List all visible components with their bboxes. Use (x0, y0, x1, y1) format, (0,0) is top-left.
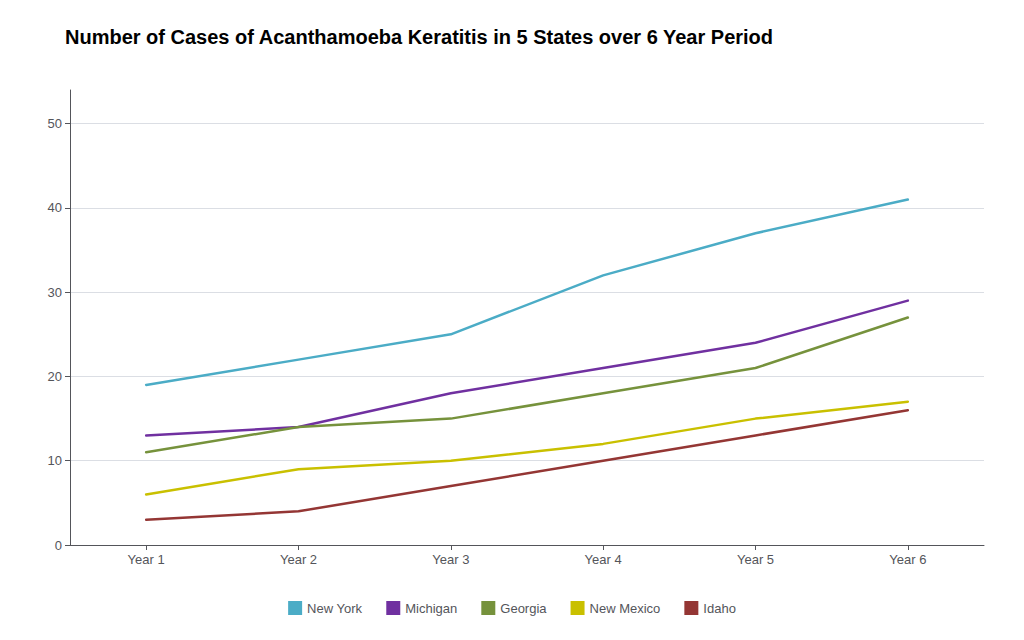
svg-text:50: 50 (48, 116, 62, 131)
svg-text:Number of Cases of Acanthamoeb: Number of Cases of Acanthamoeba Keratiti… (65, 26, 773, 48)
svg-text:Year 6: Year 6 (889, 552, 926, 567)
svg-text:Year 4: Year 4 (585, 552, 622, 567)
svg-text:Year 1: Year 1 (128, 552, 165, 567)
svg-text:New York: New York (307, 601, 362, 616)
svg-text:30: 30 (48, 285, 62, 300)
svg-text:Year 2: Year 2 (280, 552, 317, 567)
svg-text:0: 0 (55, 538, 62, 553)
svg-text:20: 20 (48, 369, 62, 384)
svg-text:Year 3: Year 3 (432, 552, 469, 567)
svg-text:Georgia: Georgia (500, 601, 547, 616)
svg-text:Year 5: Year 5 (737, 552, 774, 567)
svg-text:Idaho: Idaho (703, 601, 736, 616)
svg-text:Michigan: Michigan (405, 601, 457, 616)
svg-text:10: 10 (48, 453, 62, 468)
svg-text:New Mexico: New Mexico (590, 601, 661, 616)
svg-text:40: 40 (48, 200, 62, 215)
